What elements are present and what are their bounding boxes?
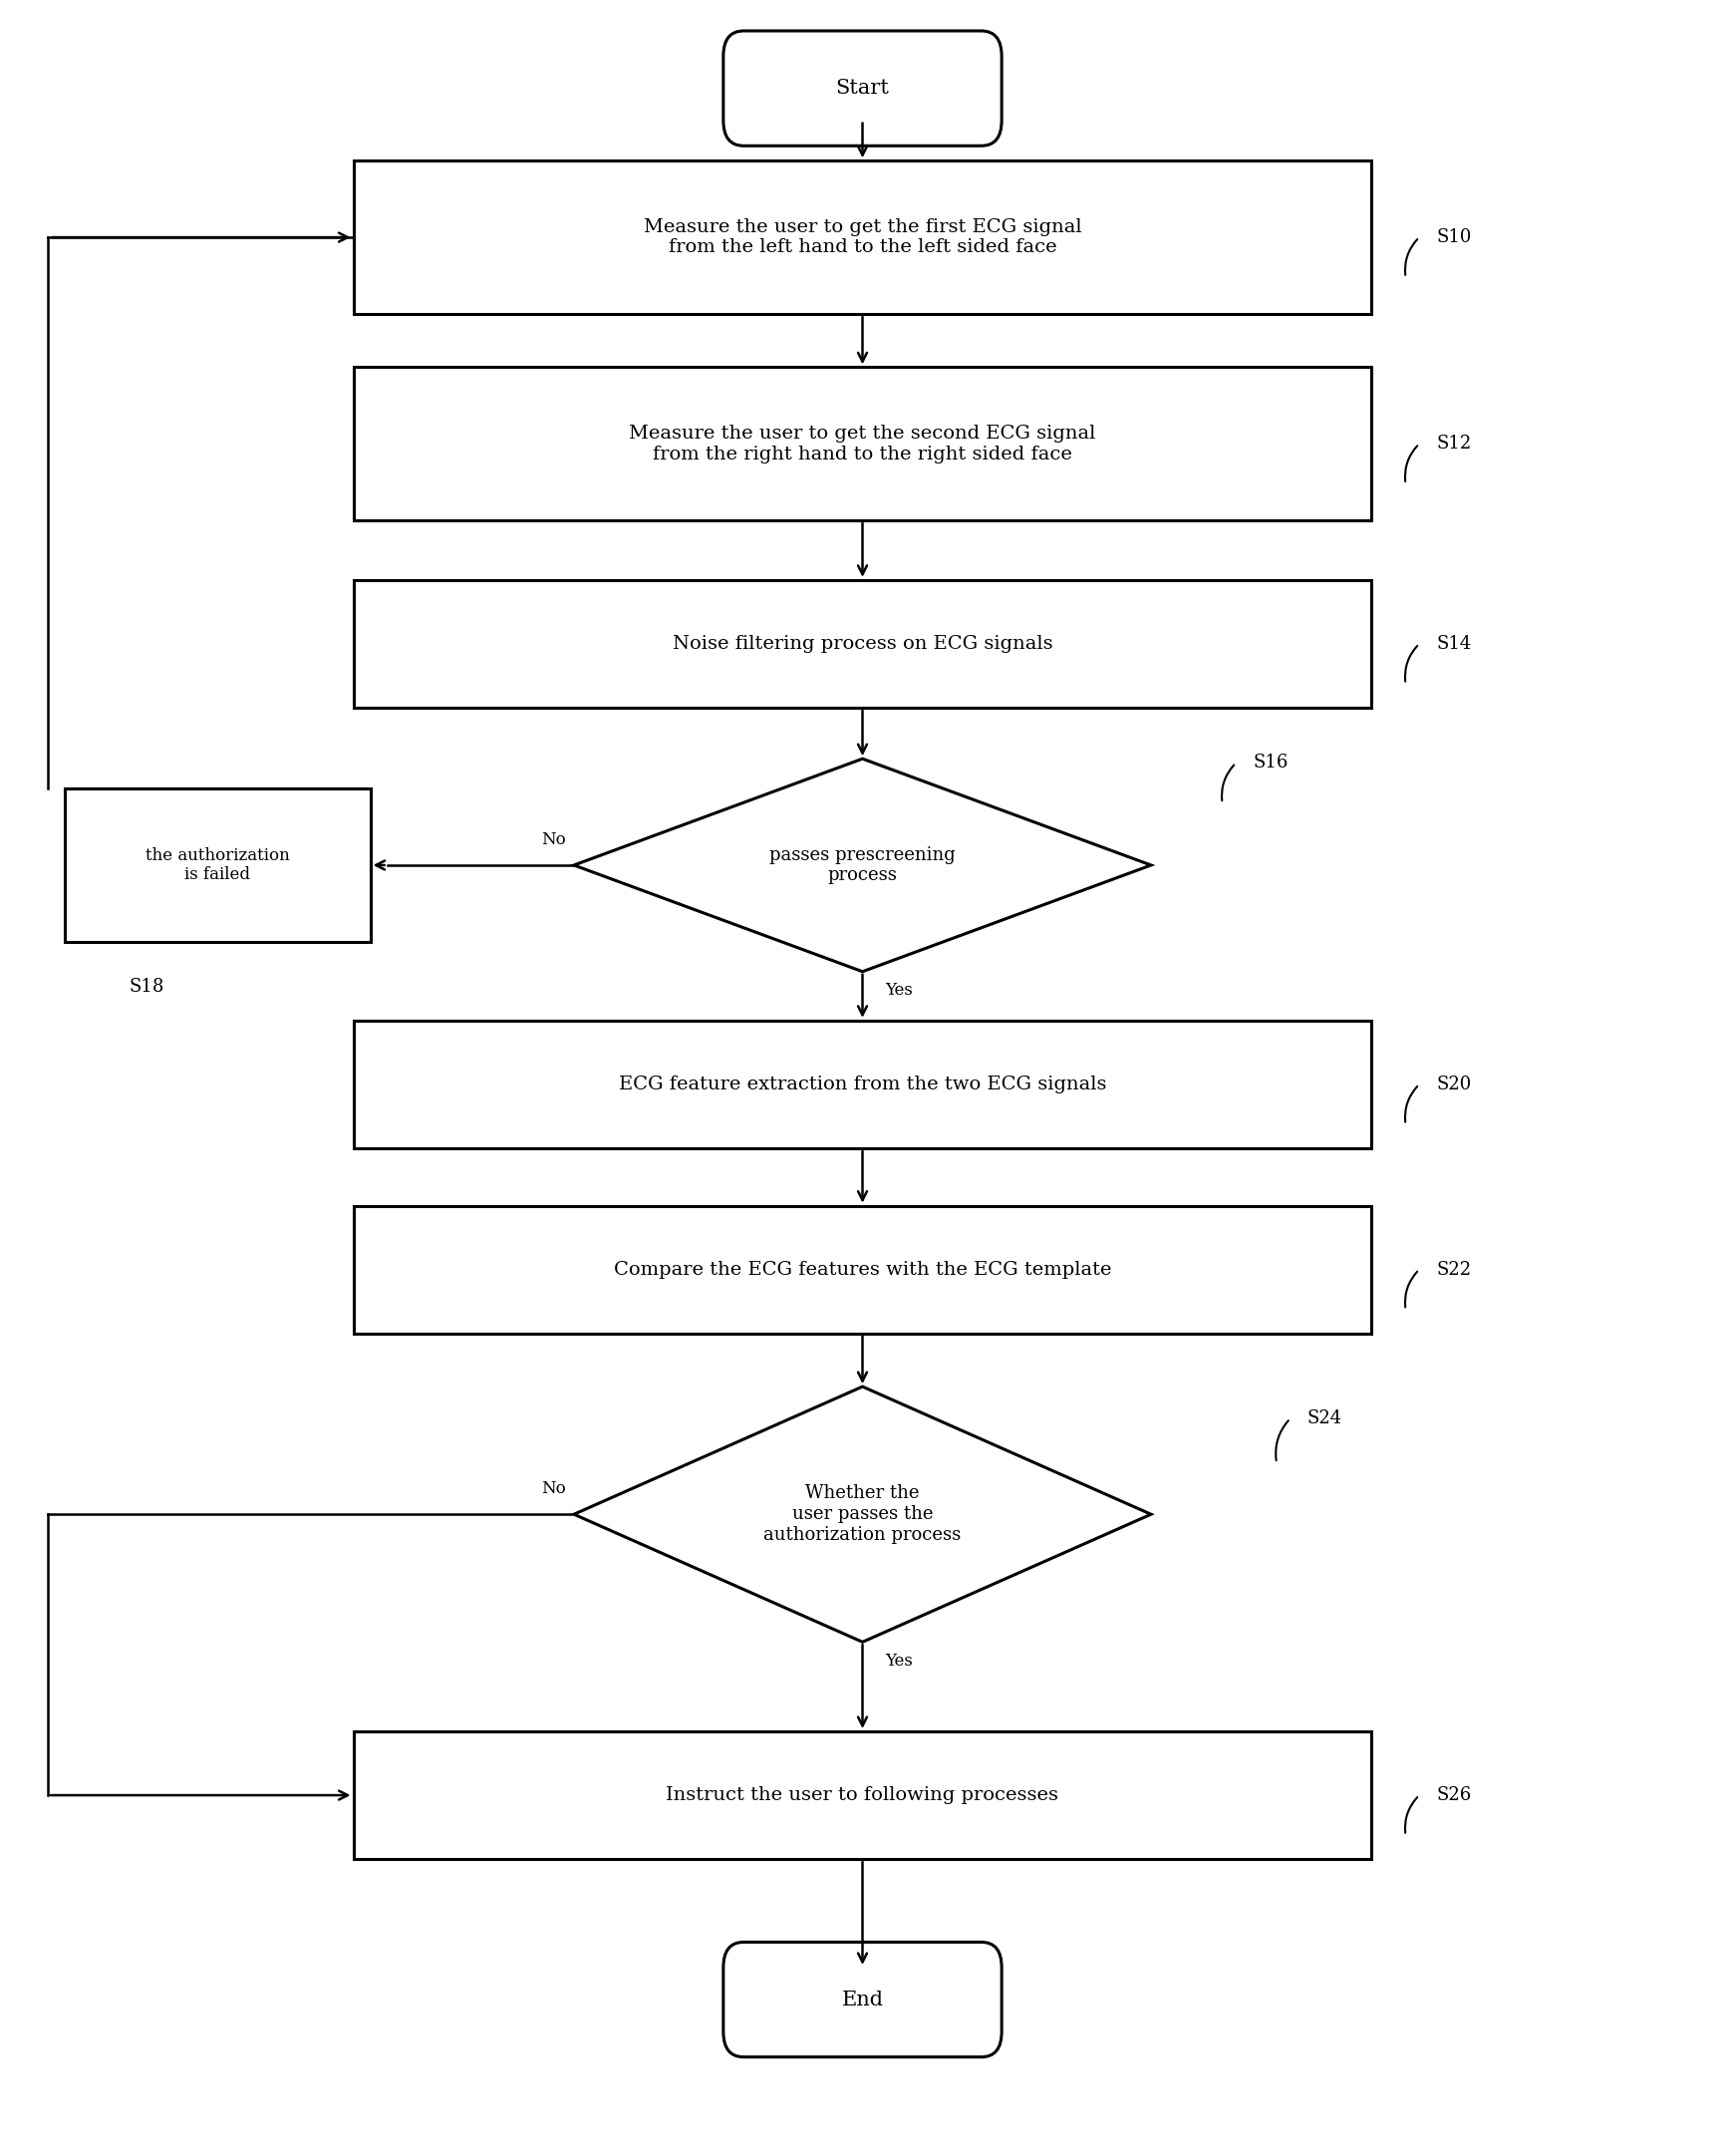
FancyBboxPatch shape xyxy=(353,367,1371,520)
FancyBboxPatch shape xyxy=(353,1205,1371,1332)
Text: Start: Start xyxy=(834,80,890,97)
Text: No: No xyxy=(541,832,565,847)
Text: End: End xyxy=(841,1990,883,2009)
Polygon shape xyxy=(574,759,1150,972)
Text: S20: S20 xyxy=(1436,1076,1471,1093)
Text: S24: S24 xyxy=(1307,1410,1341,1427)
Text: Measure the user to get the second ECG signal
from the right hand to the right s: Measure the user to get the second ECG s… xyxy=(629,425,1095,464)
Text: the authorization
is failed: the authorization is failed xyxy=(145,847,290,884)
Text: Compare the ECG features with the ECG template: Compare the ECG features with the ECG te… xyxy=(614,1261,1110,1279)
Text: S16: S16 xyxy=(1252,755,1288,772)
FancyBboxPatch shape xyxy=(722,30,1002,147)
Text: S12: S12 xyxy=(1436,436,1471,453)
Text: S22: S22 xyxy=(1436,1261,1471,1279)
Polygon shape xyxy=(574,1386,1150,1643)
Text: S10: S10 xyxy=(1436,229,1471,246)
Text: Whether the
user passes the
authorization process: Whether the user passes the authorizatio… xyxy=(764,1485,960,1544)
Text: passes prescreening
process: passes prescreening process xyxy=(769,845,955,884)
Text: No: No xyxy=(541,1481,565,1496)
Text: S26: S26 xyxy=(1436,1787,1471,1805)
FancyBboxPatch shape xyxy=(353,1731,1371,1858)
FancyBboxPatch shape xyxy=(353,162,1371,315)
Text: Yes: Yes xyxy=(884,983,912,998)
Text: S14: S14 xyxy=(1436,634,1471,653)
Text: ECG feature extraction from the two ECG signals: ECG feature extraction from the two ECG … xyxy=(619,1076,1105,1093)
FancyBboxPatch shape xyxy=(722,1943,1002,2057)
Text: Yes: Yes xyxy=(884,1654,912,1669)
FancyBboxPatch shape xyxy=(66,789,371,942)
Text: Noise filtering process on ECG signals: Noise filtering process on ECG signals xyxy=(672,634,1052,653)
Text: Instruct the user to following processes: Instruct the user to following processes xyxy=(665,1787,1059,1805)
Text: S18: S18 xyxy=(129,977,164,996)
Text: Measure the user to get the first ECG signal
from the left hand to the left side: Measure the user to get the first ECG si… xyxy=(643,218,1081,257)
FancyBboxPatch shape xyxy=(353,580,1371,707)
FancyBboxPatch shape xyxy=(353,1020,1371,1149)
